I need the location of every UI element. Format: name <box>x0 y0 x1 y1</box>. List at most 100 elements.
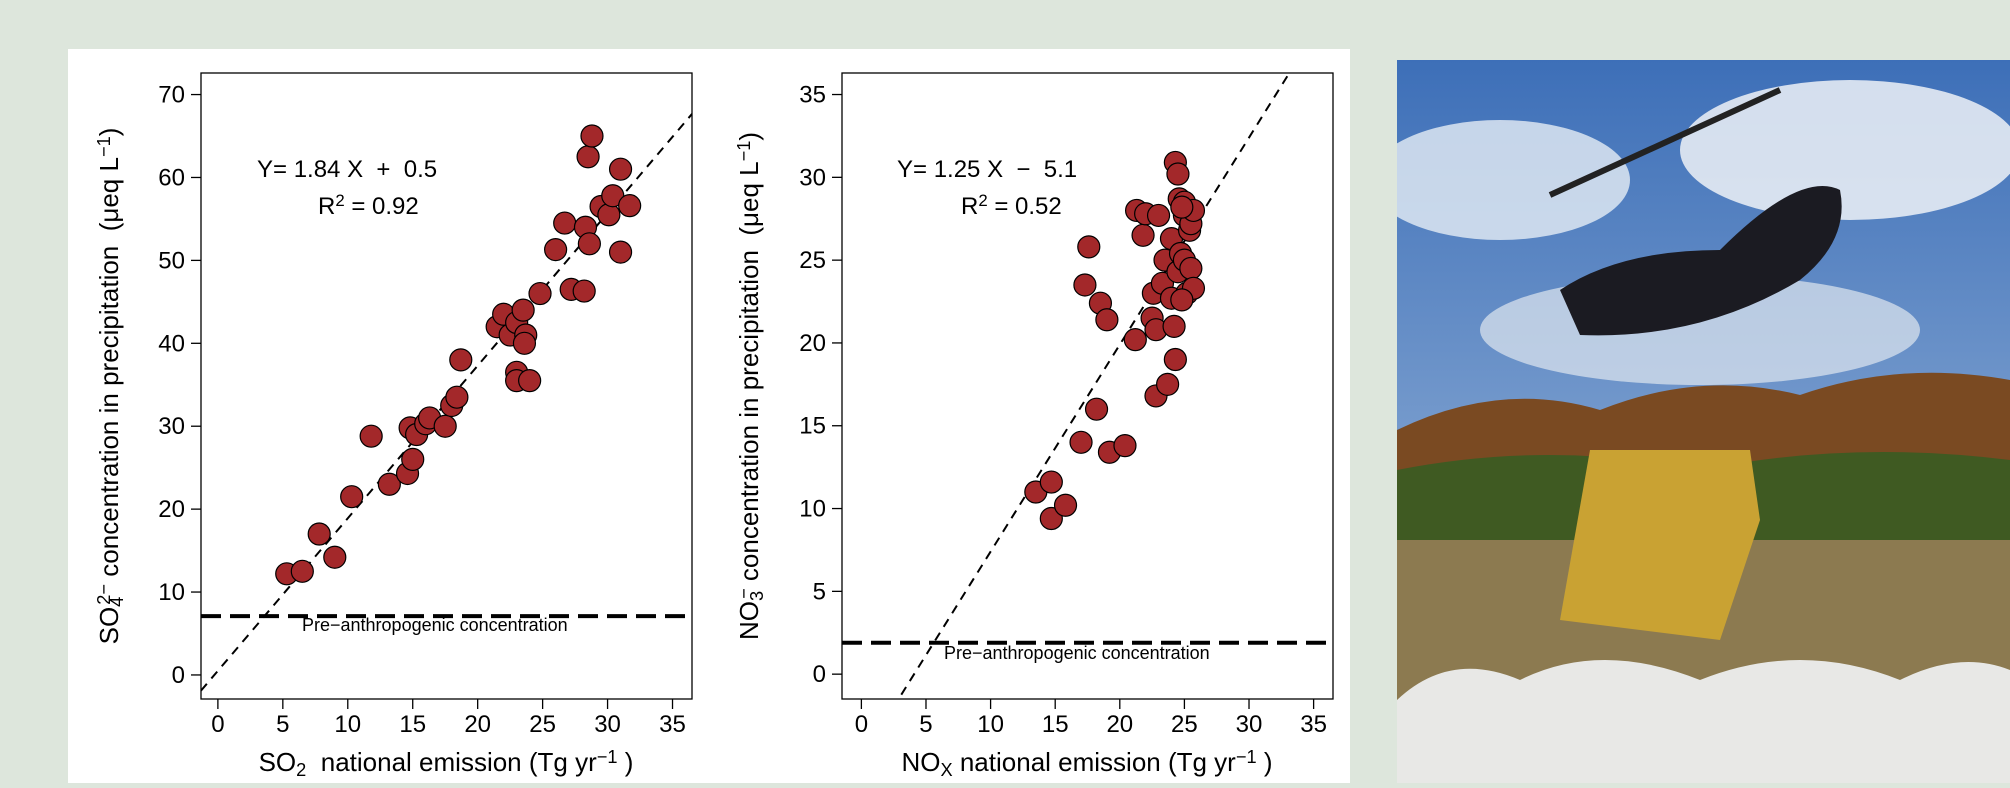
point <box>572 279 596 303</box>
y-tick-label: 0 <box>813 661 826 688</box>
point <box>608 157 633 181</box>
point <box>1162 314 1186 338</box>
r-squared-part: R <box>961 193 978 220</box>
y-axis-title: SO42− concentration in precipitation (μe… <box>94 128 127 645</box>
y-axis-title-part: 3 <box>747 591 767 601</box>
x-tick-label: 0 <box>211 711 224 738</box>
point <box>445 385 469 409</box>
r-squared-part: = 0.92 <box>345 193 419 220</box>
y-axis-title-part: ) <box>94 128 124 137</box>
y-tick-label: 50 <box>158 247 185 274</box>
point <box>1095 308 1119 332</box>
cloud <box>1680 80 2010 220</box>
x-axis-title: NOX national emission (Tg yr−1 ) <box>901 747 1272 780</box>
y-tick-label: 30 <box>158 413 185 440</box>
y-axis-title: NO3− concentration in precipitation (μeq… <box>734 132 767 640</box>
point <box>1084 397 1109 421</box>
point <box>1156 372 1180 396</box>
chart-panel <box>68 49 1350 783</box>
r-squared-part: 2 <box>335 191 344 210</box>
cloud <box>1397 120 1630 240</box>
point <box>512 331 537 355</box>
point <box>518 369 542 393</box>
photo <box>1397 60 2010 783</box>
point <box>340 485 364 509</box>
x-tick-label: 20 <box>1106 711 1133 738</box>
x-axis-title-part: ) <box>618 747 634 777</box>
y-tick-label: 35 <box>799 82 826 109</box>
x-axis-title-part: SO <box>259 747 297 777</box>
y-axis-title-part: −1 <box>734 141 754 162</box>
x-axis-title-part: X <box>940 760 952 780</box>
y-tick-label: 0 <box>172 662 185 689</box>
point <box>307 522 331 546</box>
y-axis-title-part: concentration in precipitation (μeq L <box>94 157 124 584</box>
y-tick-label: 15 <box>799 413 826 440</box>
y-tick-label: 40 <box>158 330 185 357</box>
point <box>580 124 604 148</box>
r-squared-part: R <box>318 193 335 220</box>
point <box>449 348 473 372</box>
point <box>1170 195 1194 219</box>
y-tick-label: 60 <box>158 164 185 191</box>
x-axis-title-part: −1 <box>597 747 618 767</box>
point <box>597 203 621 227</box>
point <box>377 472 401 496</box>
x-tick-label: 10 <box>334 711 361 738</box>
x-tick-label: 20 <box>464 711 491 738</box>
x-axis-title-part: national emission (Tg yr <box>306 747 597 777</box>
y-axis-title-part: 4 <box>107 597 127 607</box>
plot-frame <box>841 72 1334 700</box>
x-axis-title-part: national emission (Tg yr <box>953 747 1237 777</box>
y-tick-label: 20 <box>158 496 185 523</box>
x-axis-title: SO2 national emission (Tg yr−1 ) <box>259 747 634 780</box>
plot-frame <box>200 72 693 700</box>
y-tick-label: 5 <box>813 578 826 605</box>
r-squared: R2 = 0.52 <box>961 191 1062 220</box>
x-tick-label: 30 <box>1236 711 1263 738</box>
x-tick-label: 35 <box>1300 711 1327 738</box>
plot-area <box>897 73 1291 699</box>
point <box>1053 493 1078 517</box>
x-tick-label: 5 <box>919 711 932 738</box>
photo-backhoe <box>1560 450 1760 640</box>
y-axis-title-part: SO <box>94 607 124 645</box>
point <box>511 298 535 322</box>
point <box>323 545 347 569</box>
y-axis-title-part: concentration in precipitation (μeq L <box>734 161 764 588</box>
x-axis-title-part: ) <box>1257 747 1273 777</box>
point <box>577 232 601 256</box>
y-axis-title-part: 2− <box>94 584 114 605</box>
x-tick-label: 30 <box>594 711 621 738</box>
x-tick-label: 5 <box>276 711 289 738</box>
photo-sandbags <box>1397 660 2010 783</box>
point <box>1146 203 1171 228</box>
y-tick-label: 20 <box>799 330 826 357</box>
point <box>1166 162 1190 186</box>
r-squared-part: 2 <box>978 191 987 210</box>
x-tick-label: 35 <box>659 711 686 738</box>
point <box>359 424 383 448</box>
x-axis-title-part: 2 <box>296 760 306 780</box>
y-axis-title-part: − <box>734 588 754 599</box>
point <box>1077 235 1101 259</box>
point <box>1073 273 1097 297</box>
point <box>401 447 425 471</box>
reference-label: Pre−anthropogenic concentration <box>302 615 568 635</box>
x-tick-label: 10 <box>977 711 1004 738</box>
point <box>544 238 568 262</box>
point <box>576 145 600 169</box>
point <box>553 211 577 235</box>
point <box>1179 256 1203 281</box>
point <box>528 281 552 306</box>
x-tick-label: 25 <box>1171 711 1198 738</box>
point <box>1069 430 1093 454</box>
x-tick-label: 15 <box>1042 711 1069 738</box>
photo-helicopter <box>1560 186 1842 336</box>
x-tick-label: 15 <box>399 711 426 738</box>
reference-label: Pre−anthropogenic concentration <box>944 643 1210 663</box>
point <box>1163 347 1187 372</box>
fit-line <box>897 73 1291 699</box>
